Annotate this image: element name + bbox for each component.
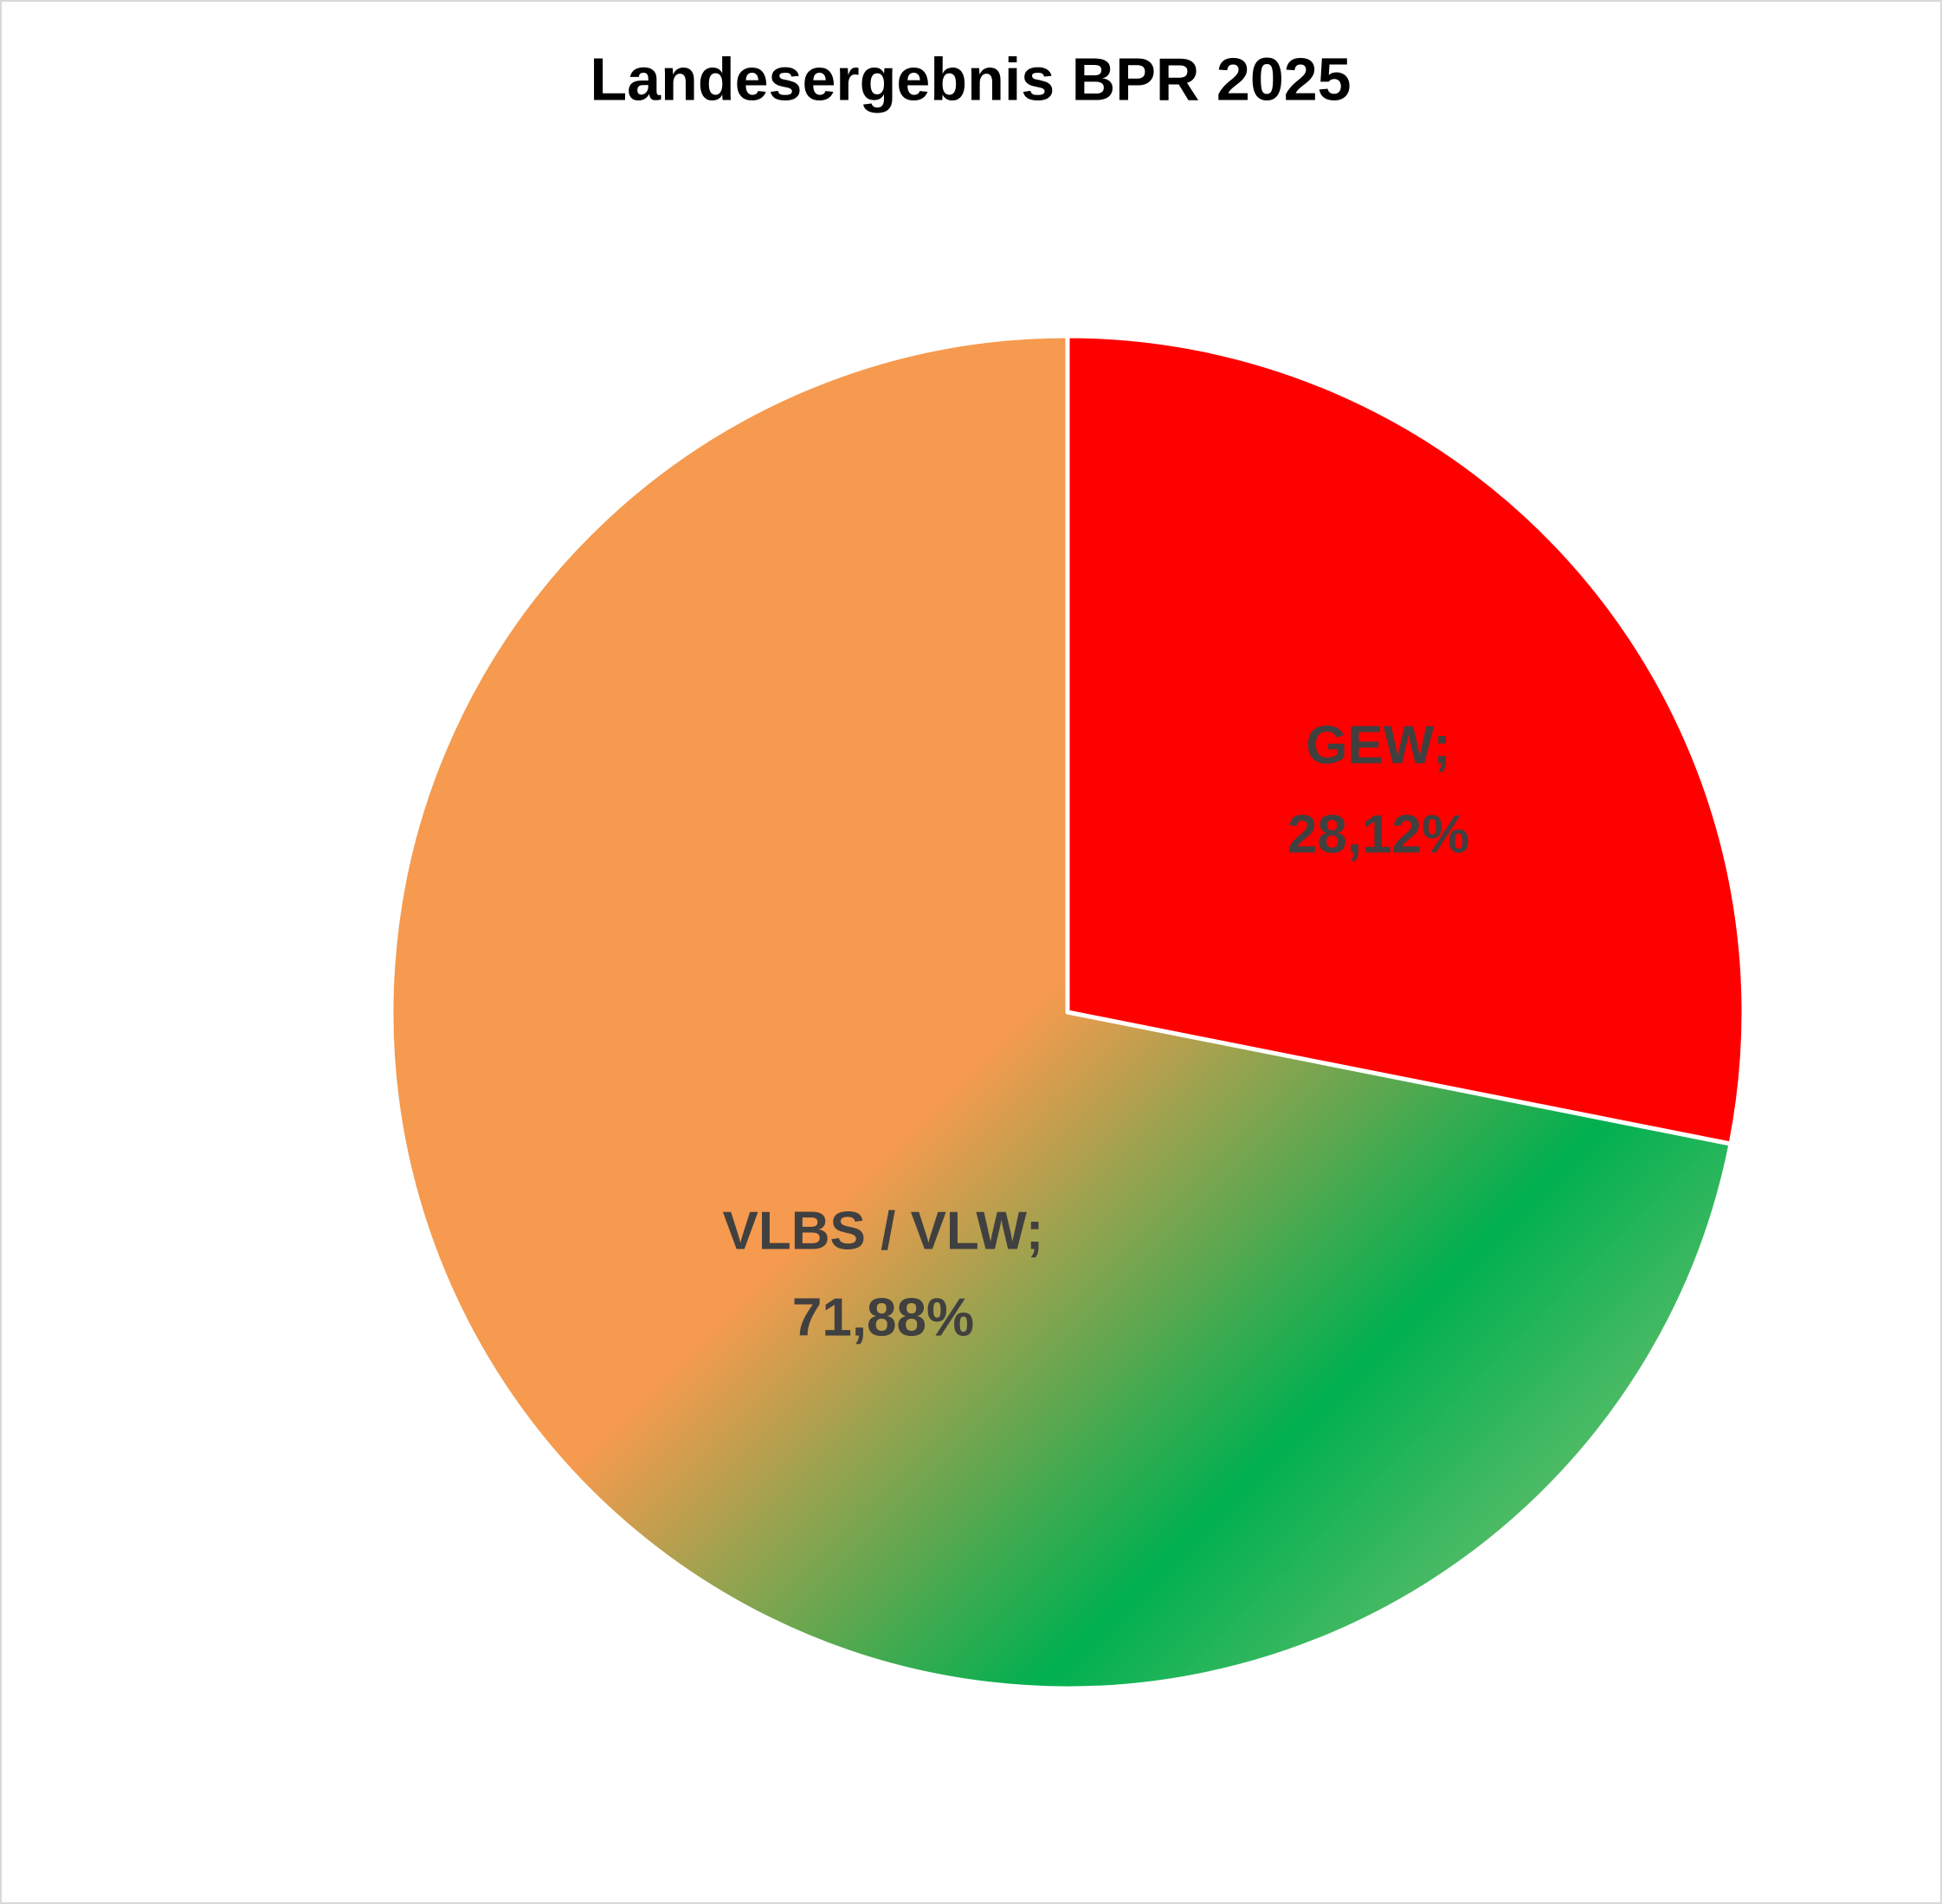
slice-value-label: 28,12%: [1287, 804, 1469, 864]
slice-category-label: VLBS / VLW;: [723, 1201, 1044, 1261]
slice-value-label: 71,88%: [792, 1288, 974, 1347]
chart-title: Landesergebnis BPR 2025: [590, 45, 1351, 113]
slice-category-label: GEW;: [1306, 715, 1451, 775]
pie-slice: [389, 333, 1733, 1691]
pie-slice: [1065, 333, 1746, 1146]
